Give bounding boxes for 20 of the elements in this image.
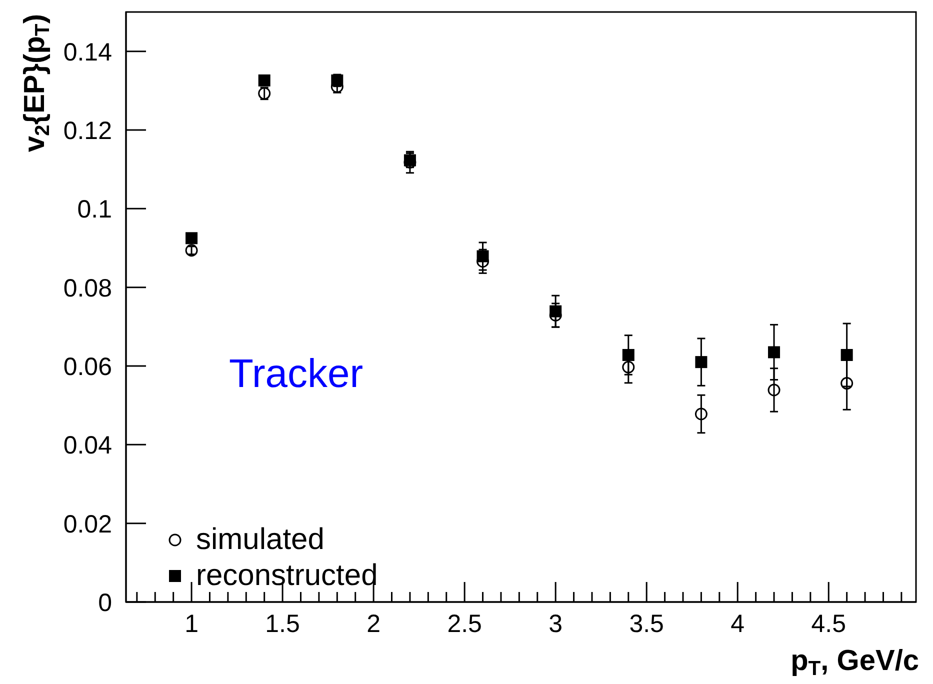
x-axis-title: p$_{T}$, GeV/c [790,645,919,680]
y-tick-label: 0.02 [63,510,112,538]
y-tick-label: 0.1 [77,196,112,224]
y-tick-label: 0.06 [63,353,112,381]
x-tick-label: 2 [366,610,381,638]
x-tick-label: 1 [184,610,198,638]
y-tick-label: 0.12 [63,117,112,145]
x-tick-label: 3 [548,610,563,638]
x-tick-label: 2.5 [447,610,482,638]
y-tick-label: 0.08 [63,274,112,302]
x-tick-label: 1.5 [265,610,300,638]
y-tick-label: 0 [98,589,112,617]
annotation: Tracker [229,352,364,397]
y-tick-label: 0.04 [63,432,112,460]
x-tick-label: 4 [730,610,745,638]
x-tick-label: 3.5 [629,610,664,638]
y-tick-label: 0.14 [63,38,112,66]
legend-label: simulated [196,523,324,557]
legend-label: reconstructed [196,559,378,593]
x-tick-label: 4.5 [811,610,846,638]
